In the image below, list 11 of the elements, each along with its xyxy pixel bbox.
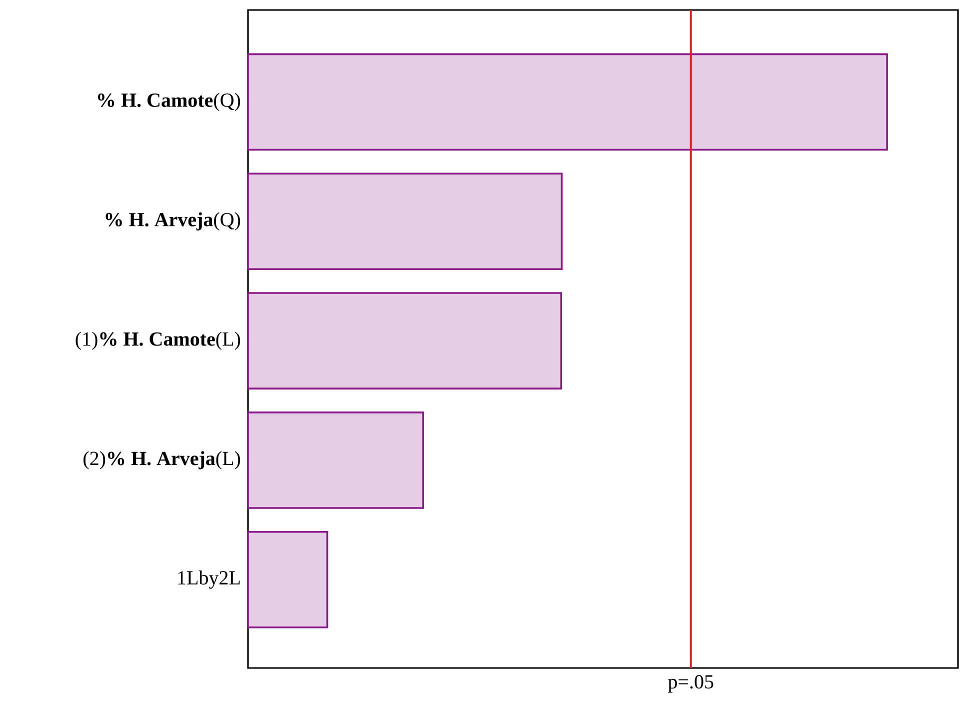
bar xyxy=(247,292,562,390)
y-tick-label: 1Lby2L xyxy=(178,570,240,589)
ref-line-label: p=.05 xyxy=(668,675,714,693)
y-tick-label: % H. Camote(Q) xyxy=(98,92,240,112)
y-tick-label: % H. Arveja(Q) xyxy=(106,212,240,230)
bar xyxy=(247,412,424,509)
y-tick-label: (2)% H. Arveja(L) xyxy=(84,451,240,470)
y-tick-label: (1)% H. Camote(L) xyxy=(76,332,240,350)
bar xyxy=(247,530,328,628)
bar xyxy=(247,172,563,270)
bar xyxy=(247,53,888,151)
